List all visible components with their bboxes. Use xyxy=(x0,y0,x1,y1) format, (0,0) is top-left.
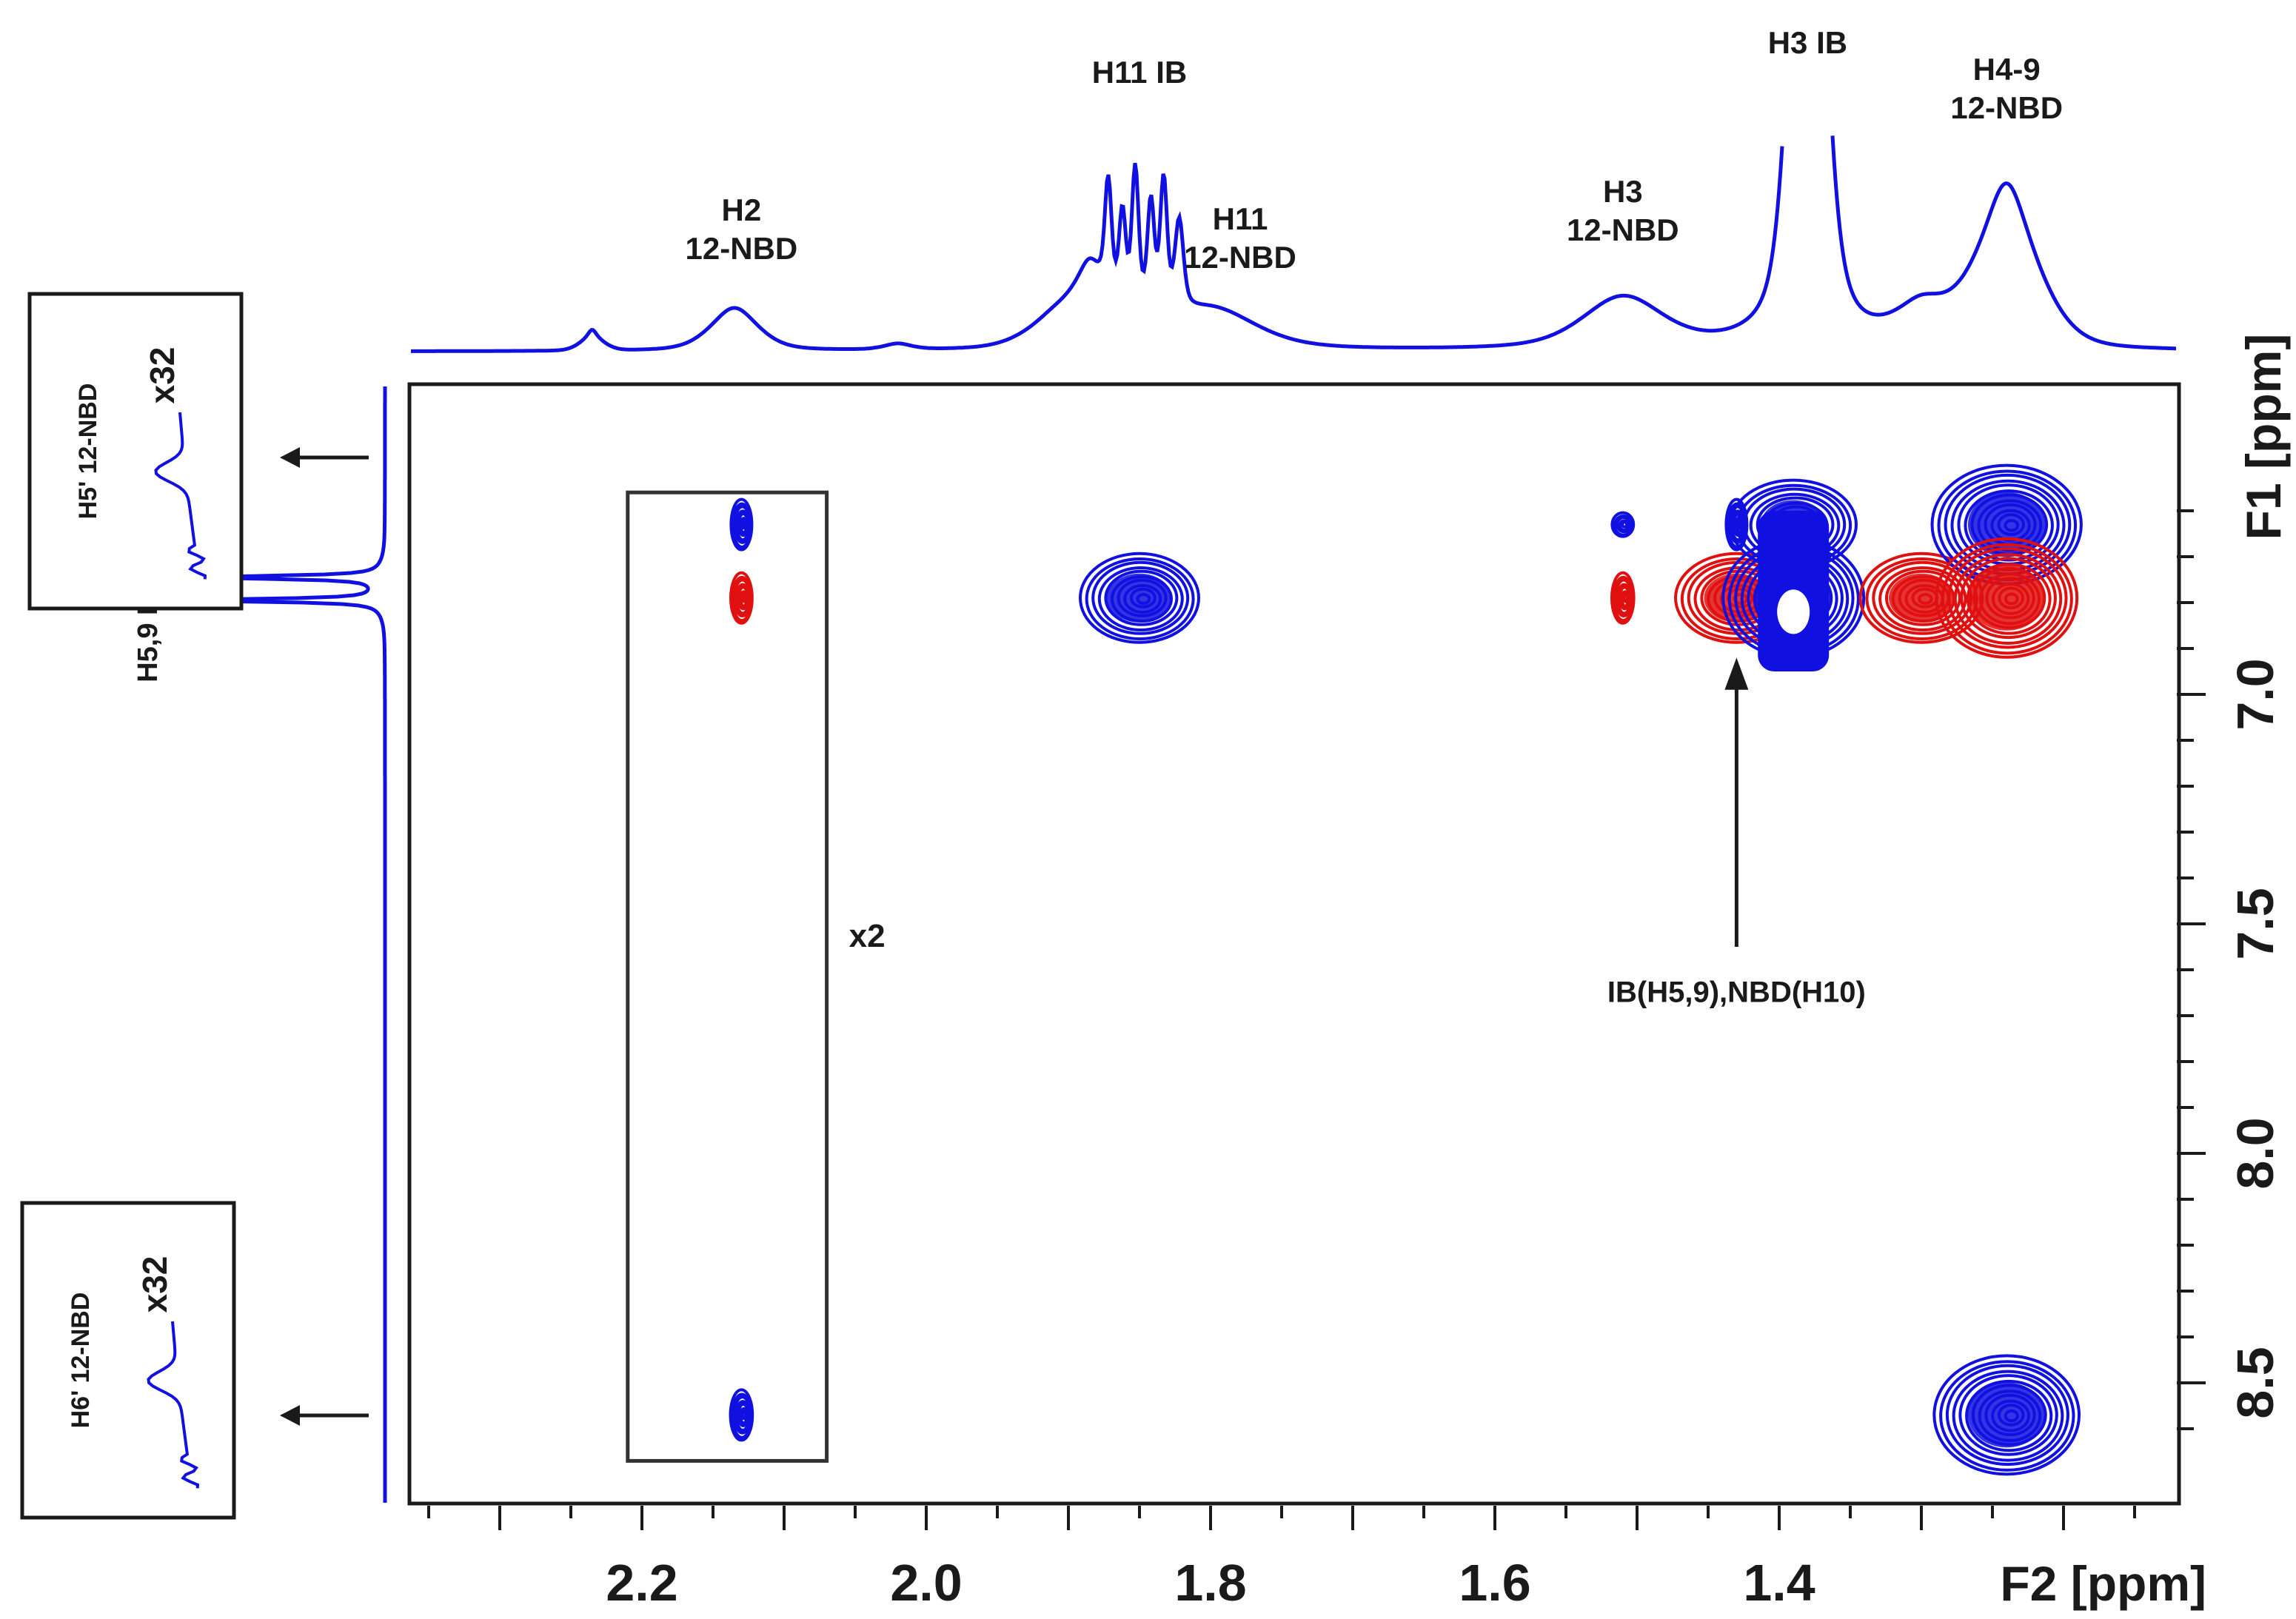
cross-peak-negative xyxy=(1935,537,2079,659)
inset-scale: x32 xyxy=(143,347,181,404)
y-tick-label: 8.5 xyxy=(2226,1347,2284,1418)
inset-label: H5' 12-NBD xyxy=(74,383,102,520)
x-tick-label: 2.0 xyxy=(890,1554,962,1612)
top-peak-label: H3 IB xyxy=(1768,25,1847,60)
cross-peak-positive xyxy=(1932,1354,2081,1476)
inset-panel: H5' 12-NBD x32 xyxy=(27,292,369,611)
inset-panel: H6' 12-NBD x32 xyxy=(20,1201,369,1520)
y-tick-label: 7.0 xyxy=(2226,658,2284,730)
inset-trace xyxy=(154,412,207,580)
insets-layer: H5' 12-NBD x32 H6' 12-NBD x32 xyxy=(20,292,369,1520)
top-peak-label: H2 xyxy=(722,192,762,227)
cross-peak-positive xyxy=(729,1388,754,1442)
annotation-label: IB(H5,9),NBD(H10) xyxy=(1607,976,1866,1008)
x-tick-label: 1.4 xyxy=(1743,1554,1815,1612)
top-peak-label: H11 xyxy=(1213,201,1268,236)
top-peak-label: 12-NBD xyxy=(1567,212,1679,247)
y-axis: 7.0 7.5 8.0 8.5 xyxy=(2177,509,2284,1430)
cross-peak-positive-dense xyxy=(1758,511,1830,671)
top-peak-label: H3 xyxy=(1603,174,1643,209)
y-tick-label: 7.5 xyxy=(2226,888,2284,959)
inset-trace xyxy=(147,1321,200,1489)
inset-label: H6' 12-NBD xyxy=(67,1293,95,1429)
cross-peak-positive xyxy=(1079,552,1200,644)
top-peak-label: H11 IB xyxy=(1092,55,1187,90)
inset-arrow-head xyxy=(280,447,300,468)
x-axis-label: F2 [ppm] xyxy=(2000,1556,2206,1611)
plot-frame xyxy=(407,382,2181,1506)
top-peak-label: H4-9 xyxy=(1973,52,2041,87)
x-axis: 2.2 2.0 1.8 1.6 1.4 xyxy=(427,1506,2136,1612)
top-peak-label: 12-NBD xyxy=(1184,240,1296,275)
cross-peak-positive xyxy=(1610,511,1636,538)
highlight-box-label: x2 xyxy=(849,918,886,954)
inset-scale: x32 xyxy=(135,1256,174,1313)
left-projection-spectrum xyxy=(189,386,387,1503)
y-axis-label: F1 [ppm] xyxy=(2236,334,2291,540)
highlight-box xyxy=(626,490,829,1463)
top-projection-spectrum xyxy=(411,135,2176,353)
inset-arrow-head xyxy=(280,1405,300,1426)
top-peak-label: 12-NBD xyxy=(686,231,798,266)
x-tick-label: 1.8 xyxy=(1174,1554,1246,1612)
cross-peak-negative xyxy=(1610,571,1636,625)
annotation-arrow-head xyxy=(1724,657,1749,690)
cross-peak-negative xyxy=(729,571,754,625)
cross-peaks-layer xyxy=(729,463,2083,1476)
top-peak-label: 12-NBD xyxy=(1950,90,2063,125)
cross-peak-positive xyxy=(729,497,754,552)
y-tick-label: 8.0 xyxy=(2226,1117,2284,1189)
x-tick-label: 2.2 xyxy=(606,1554,677,1612)
x-tick-label: 1.6 xyxy=(1459,1554,1530,1612)
